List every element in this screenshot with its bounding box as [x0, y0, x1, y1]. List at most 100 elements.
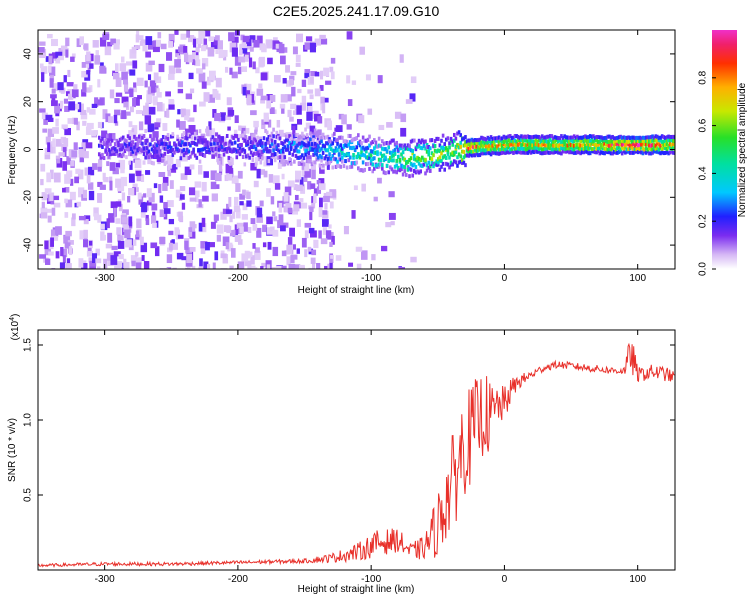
ridge-cell: [612, 142, 616, 147]
noise-cell: [104, 46, 112, 56]
ridge-cell: [336, 148, 339, 153]
ridge-cell: [539, 139, 542, 144]
ridge-cell: [510, 149, 514, 154]
ridge-cell: [588, 151, 592, 156]
ridge-cell: [550, 142, 554, 147]
ridge-cell: [512, 145, 515, 150]
ridge-cell: [240, 134, 243, 139]
ridge-cell: [593, 150, 597, 155]
ridge-cell: [192, 149, 195, 154]
ridge-cell: [286, 138, 290, 143]
ridge-cell: [213, 137, 216, 142]
ridge-cell: [448, 165, 451, 170]
noise-cell: [346, 124, 352, 130]
ridge-cell: [174, 143, 178, 148]
ridge-cell: [544, 150, 547, 155]
ridge-cell: [547, 145, 550, 150]
noise-cell: [346, 75, 351, 84]
ridge-cell: [281, 141, 285, 146]
ridge-cell: [624, 150, 627, 155]
noise-cell: [290, 71, 297, 76]
ridge-cell: [416, 144, 419, 149]
ridge-cell: [286, 147, 290, 152]
ridge-cell: [638, 149, 642, 154]
noise-cell: [48, 65, 52, 73]
ridge-cell: [558, 143, 562, 148]
noise-cell: [266, 264, 271, 269]
noise-cell: [250, 162, 257, 171]
ridge-cell: [376, 144, 379, 149]
ridge-cell: [285, 159, 288, 164]
ridge-cell: [387, 170, 391, 175]
noise-cell: [246, 38, 252, 47]
ridge-cell: [627, 147, 630, 152]
ridge-cell: [662, 151, 666, 156]
noise-cell: [228, 157, 234, 165]
ridge-cell: [137, 134, 141, 139]
ridge-cell: [585, 146, 589, 151]
noise-cell: [117, 143, 124, 148]
snr-scale-prefix: (x10: [10, 320, 21, 340]
ridge-cell: [598, 135, 602, 140]
ridge-cell: [110, 147, 114, 152]
ridge-cell: [395, 170, 399, 175]
ridge-cell: [670, 143, 674, 148]
ridge-cell: [523, 134, 526, 139]
ridge-cell: [625, 135, 629, 140]
noise-cell: [181, 108, 186, 118]
noise-cell: [309, 94, 314, 100]
ridge-cell: [323, 146, 327, 151]
ridge-cell: [104, 148, 107, 153]
noise-cell: [323, 97, 329, 103]
noise-cell: [211, 154, 216, 159]
noise-cell: [221, 114, 226, 121]
noise-cell: [385, 221, 392, 228]
noise-cell: [82, 120, 87, 126]
noise-cell: [320, 70, 324, 80]
ridge-cell: [596, 140, 600, 145]
noise-cell: [160, 156, 167, 161]
ridge-cell: [379, 144, 383, 149]
ridge-cell: [294, 132, 298, 137]
ridge-cell: [524, 147, 528, 152]
noise-cell: [246, 251, 253, 257]
x-tick-label: 0: [502, 273, 508, 284]
ridge-cell: [235, 149, 239, 154]
ridge-cell: [381, 166, 384, 171]
noise-cell: [105, 133, 112, 142]
ridge-cell: [472, 138, 475, 143]
ridge-cell: [468, 146, 472, 151]
ridge-cell: [400, 163, 403, 168]
ridge-cell: [512, 135, 515, 140]
ridge-cell: [377, 143, 381, 148]
ridge-cell: [475, 144, 478, 149]
ridge-cell: [333, 137, 336, 142]
noise-cell: [198, 266, 205, 269]
ridge-cell: [219, 146, 223, 151]
ridge-cell: [387, 158, 391, 163]
ridge-cell: [628, 138, 632, 143]
noise-cell: [121, 192, 126, 201]
ridge-cell: [528, 134, 531, 139]
ridge-cell: [436, 136, 440, 141]
ridge-cell: [432, 144, 435, 149]
noise-cell: [215, 77, 222, 88]
ridge-cell: [152, 149, 155, 154]
x-tick-label: -200: [228, 574, 248, 585]
colorbar-tick-label: 0.6: [698, 118, 709, 132]
ridge-cell: [673, 135, 675, 140]
ridge-cell: [409, 156, 413, 161]
ridge-cell: [139, 140, 143, 145]
noise-cell: [55, 51, 63, 58]
ridge-cell: [603, 146, 606, 151]
noise-cell: [281, 108, 285, 114]
ridge-cell: [643, 149, 646, 154]
ridge-cell: [379, 162, 383, 167]
noise-cell: [194, 181, 202, 188]
ridge-cell: [150, 154, 154, 159]
ridge-cell: [345, 143, 349, 148]
ridge-cell: [238, 152, 242, 157]
ridge-cell: [297, 155, 301, 160]
noise-cell: [229, 67, 233, 75]
ridge-cell: [441, 133, 445, 138]
